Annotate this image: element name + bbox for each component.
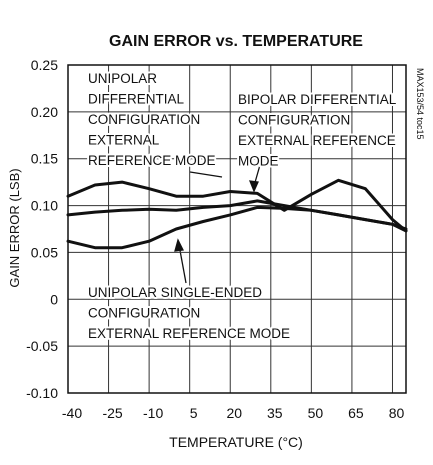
chart-title: GAIN ERROR vs. TEMPERATURE — [109, 33, 363, 50]
x-tick-label: 50 — [308, 405, 324, 421]
annotation: EXTERNAL REFERENCE MODE — [88, 326, 290, 341]
data-line — [66, 178, 408, 233]
annotation: DIFFERENTIAL — [88, 92, 185, 107]
arrow-head — [174, 238, 184, 252]
leaders — [174, 157, 263, 284]
annotation: CONFIGURATION — [88, 112, 200, 127]
x-axis-label: TEMPERATURE (°C) — [169, 434, 303, 450]
x-tick-label: -25 — [102, 405, 122, 421]
y-tick-label: 0.10 — [31, 198, 58, 214]
annotation: EXTERNAL REFERENCE — [238, 133, 396, 148]
y-tick-label: -0.10 — [26, 385, 58, 401]
annotation: MODE — [238, 154, 279, 169]
x-tick-label: -10 — [143, 405, 163, 421]
x-tick-label: 35 — [267, 405, 283, 421]
annotation: EXTERNAL — [88, 133, 160, 148]
y-axis-label: GAIN ERROR (LSB) — [7, 168, 22, 287]
y-tick-label: -0.05 — [26, 338, 58, 354]
y-tick-label: 0.25 — [31, 57, 58, 73]
y-tick-label: 0.20 — [31, 104, 58, 120]
data-line — [66, 205, 408, 250]
annotation: CONFIGURATION — [238, 113, 350, 128]
y-tick-label: 0.05 — [31, 244, 58, 260]
annotation: REFERENCE MODE — [88, 153, 216, 168]
watermark: MAX153/54 toc15 — [415, 68, 425, 140]
annotation: UNIPOLAR SINGLE-ENDED — [88, 285, 262, 300]
x-tick-label: 20 — [226, 405, 242, 421]
leader-line — [189, 171, 223, 178]
leader-line — [178, 244, 187, 284]
y-tick-label: 0 — [50, 291, 58, 307]
x-tick-label: 80 — [389, 405, 405, 421]
x-tick-label: 5 — [190, 405, 198, 421]
x-tick-label: 65 — [348, 405, 364, 421]
y-tick-label: 0.15 — [31, 151, 58, 167]
annotation: UNIPOLAR — [88, 71, 157, 86]
x-tick-label: -40 — [62, 405, 82, 421]
arrow-head — [248, 180, 259, 193]
annotation: CONFIGURATION — [88, 306, 200, 321]
annotation: BIPOLAR DIFFERENTIAL — [238, 92, 397, 107]
